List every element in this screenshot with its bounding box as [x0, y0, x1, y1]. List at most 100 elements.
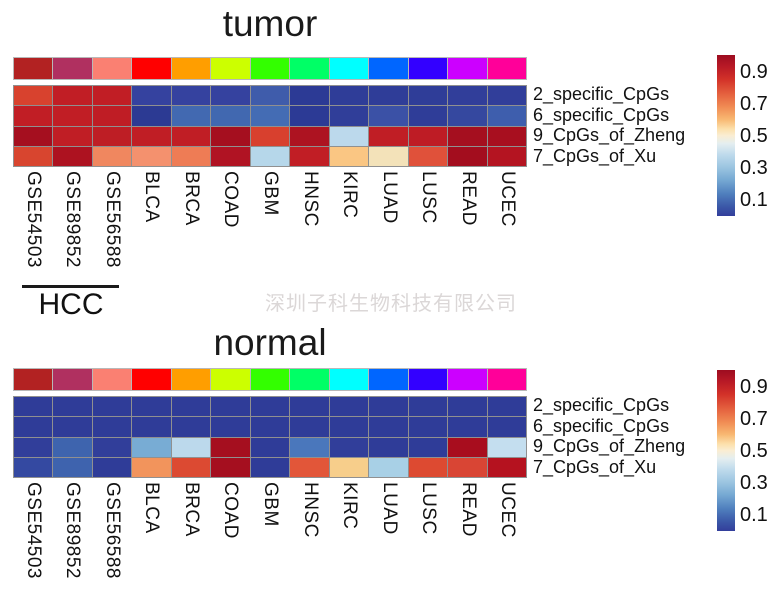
heatmap-cell [132, 397, 171, 417]
heatmap-cell [448, 126, 487, 146]
heatmap-cell [408, 126, 448, 146]
colorbar-tick-label: 0.5 [740, 125, 768, 147]
column-label: BRCA [180, 171, 202, 226]
column-label: GSE56588 [101, 171, 123, 268]
heatmap-cell [171, 106, 211, 126]
heatmap-cell [171, 457, 211, 477]
annotation-cell [132, 58, 171, 79]
annotation-cell [171, 58, 211, 79]
heatmap-cell [250, 397, 290, 417]
column-label: UCEC [497, 482, 519, 538]
row-labels: 2_specific_CpGs 6_specific_CpGs 9_CpGs_of_… [533, 395, 685, 477]
watermark: 深圳子科生物科技有限公司 [265, 293, 517, 315]
heatmap-cell [290, 106, 329, 126]
heatmap-cell [211, 86, 250, 106]
colorbar-ticks: 0.9 0.7 0.5 0.3 0.1 [740, 61, 768, 221]
heatmap-cell [290, 417, 329, 437]
colorbar-ticks: 0.9 0.7 0.5 0.3 0.1 [740, 376, 768, 536]
heatmap-cell [250, 106, 290, 126]
heatmap-cell [487, 106, 526, 126]
heatmap-cell [408, 397, 448, 417]
column-label: READ [457, 482, 479, 537]
row-label: 7_CpGs_of_Xu [533, 145, 657, 166]
annotation-cell [250, 369, 290, 390]
heatmap-cell [369, 126, 408, 146]
heatmap-cell [448, 417, 487, 437]
heatmap-cell [171, 437, 211, 457]
heatmap-cell [211, 397, 250, 417]
heatmap-cell [132, 126, 171, 146]
annotation-cell [14, 369, 53, 390]
heatmap-cell [211, 417, 250, 437]
heatmap-cell [92, 86, 132, 106]
row-label: 9_CpGs_of_Zheng [533, 125, 686, 145]
heatmap-cell [14, 106, 53, 126]
heatmap-cell [369, 417, 408, 437]
heatmap-cell [92, 146, 132, 166]
heatmap-cell [250, 146, 290, 166]
annotation-cell [211, 369, 250, 390]
heatmap-cell [14, 126, 53, 146]
heatmap-cell [250, 86, 290, 106]
heatmap-cell [487, 437, 526, 457]
heatmap-cell [369, 86, 408, 106]
row-labels: 2_specific_CpGs 6_specific_CpGs 9_CpGs_of_… [533, 84, 685, 166]
column-label: KIRC [339, 482, 361, 530]
annotation-cell [250, 58, 290, 79]
heatmap-cell [448, 437, 487, 457]
colorbar-tick-label: 0.7 [740, 408, 768, 430]
heatmap-cell [329, 417, 369, 437]
column-label: COAD [220, 482, 242, 539]
column-label: GSE89852 [62, 171, 84, 268]
column-label: READ [457, 171, 479, 226]
heatmap-cell [369, 457, 408, 477]
heatmap-cell [329, 146, 369, 166]
hcc-group-label: HCC [38, 288, 104, 321]
column-label: GSE56588 [101, 482, 123, 579]
heatmap-cell [171, 417, 211, 437]
heatmap-cell [53, 397, 92, 417]
heatmap-grid [13, 85, 527, 167]
heatmap-cell [290, 126, 329, 146]
annotation-cell [211, 58, 250, 79]
heatmap-cell [53, 437, 92, 457]
colorbar-gradient [717, 55, 735, 216]
colorbar-tick-label: 0.3 [740, 472, 768, 494]
heatmap-cell [369, 106, 408, 126]
heatmap-cell [250, 417, 290, 437]
heatmap-cell [369, 437, 408, 457]
column-label: LUSC [418, 482, 440, 535]
colorbar-gradient [717, 370, 735, 531]
heatmap-cell [14, 86, 53, 106]
hcc-group-line [22, 285, 119, 288]
heatmap-cell [92, 106, 132, 126]
column-label: UCEC [497, 171, 519, 227]
annotation-cell [53, 369, 92, 390]
colorbar-tick-label: 0.9 [740, 61, 768, 83]
heatmap-cell [53, 106, 92, 126]
heatmap-cell [14, 417, 53, 437]
column-label: LUAD [378, 171, 400, 224]
annotation-cell [329, 58, 369, 79]
annotation-cell [408, 58, 448, 79]
heatmap-cell [329, 437, 369, 457]
heatmap-cell [53, 146, 92, 166]
annotation-cell [329, 369, 369, 390]
colorbar-tick-label: 0.9 [740, 376, 768, 398]
column-label: GSE89852 [62, 482, 84, 579]
column-label: GBM [260, 171, 281, 216]
heatmap-cell [14, 397, 53, 417]
heatmap-cell [14, 437, 53, 457]
heatmap-cell [171, 86, 211, 106]
heatmap-cell [250, 437, 290, 457]
heatmap-cell [53, 457, 92, 477]
column-label: GSE54503 [22, 482, 44, 579]
heatmap-cell [132, 437, 171, 457]
row-label: 2_specific_CpGs [533, 395, 670, 415]
column-label: BRCA [180, 482, 202, 537]
column-annotation-bar [13, 368, 527, 391]
column-label: HNSC [299, 482, 321, 538]
row-label: 2_specific_CpGs [533, 84, 670, 104]
heatmap-cell [487, 146, 526, 166]
